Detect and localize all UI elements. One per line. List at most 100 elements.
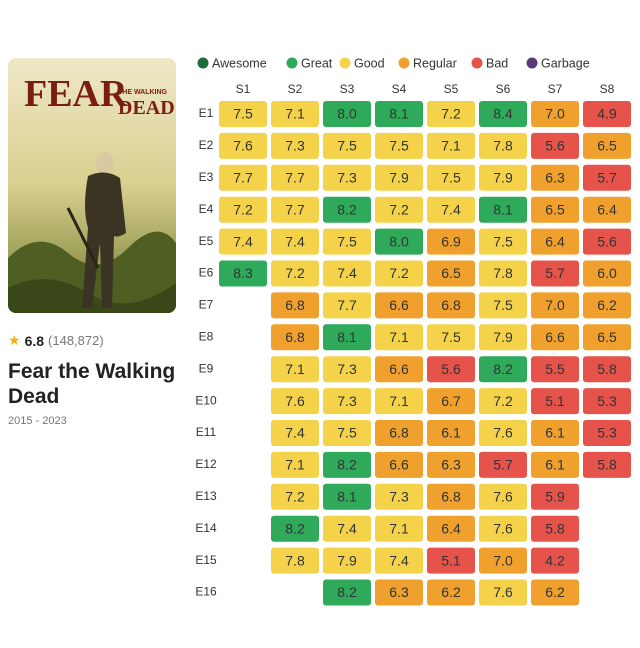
rating-cell xyxy=(375,132,423,159)
rating-value: 6.0 xyxy=(597,265,617,281)
rating-value: 6.6 xyxy=(389,297,409,313)
rating-cell xyxy=(583,420,631,446)
rating-value: 8.2 xyxy=(285,520,305,536)
rating-cell xyxy=(375,451,423,478)
rating-cell xyxy=(271,451,319,478)
rating-value: 7.3 xyxy=(337,361,357,377)
rating-value: 4.9 xyxy=(597,106,617,122)
legend-label: Garbage xyxy=(541,56,590,70)
rating-cell xyxy=(375,292,423,319)
rating-value: 6.4 xyxy=(597,201,617,217)
rating-value: 7.6 xyxy=(493,584,513,600)
rating-cell xyxy=(323,324,371,351)
rating-cell xyxy=(479,164,527,191)
rating-value: 7.5 xyxy=(441,170,461,186)
rating-cell xyxy=(479,228,527,255)
rating-value: 6.1 xyxy=(441,425,461,441)
rating-value: 7.9 xyxy=(389,170,409,186)
legend-swatch xyxy=(471,57,483,69)
rating-value: 6.6 xyxy=(545,329,565,345)
rating-value: 7.0 xyxy=(493,552,513,568)
rating-cell xyxy=(271,292,319,319)
rating-cell xyxy=(323,547,371,574)
rating-value: 8.0 xyxy=(389,233,409,249)
rating-cell xyxy=(531,515,579,542)
rating-value: 5.7 xyxy=(545,265,565,281)
rating-value: 7.3 xyxy=(337,393,357,409)
rating-value: 5.1 xyxy=(545,393,565,409)
rating-cell xyxy=(531,292,579,319)
rating-cell xyxy=(479,132,527,159)
rating-value: 8.2 xyxy=(337,457,357,473)
rating-cell xyxy=(271,388,319,415)
rating-cell xyxy=(323,101,371,127)
legend-swatch xyxy=(197,57,209,69)
rating-value: 6.2 xyxy=(597,297,617,313)
episode-label: E16 xyxy=(195,585,217,599)
rating-value: 7.9 xyxy=(337,552,357,568)
rating-cell xyxy=(271,101,319,127)
rating-cell xyxy=(479,515,527,542)
rating-cell xyxy=(323,132,371,159)
rating: 6.8 xyxy=(24,332,45,349)
rating-value: 8.1 xyxy=(337,489,357,505)
rating-value: 6.8 xyxy=(285,329,305,345)
rating-value: 5.6 xyxy=(545,138,565,154)
season-label: S4 xyxy=(392,82,407,96)
legend-label: Regular xyxy=(413,56,457,70)
show-info: ★ 6.8 (148,872) Fear the Walking Dead 20… xyxy=(8,332,188,427)
rating-cell xyxy=(323,388,371,415)
rating-cell xyxy=(479,196,527,223)
rating-value: 7.3 xyxy=(389,489,409,505)
rating-cell xyxy=(427,228,475,255)
rating-value: 7.9 xyxy=(493,329,513,345)
rating-cell xyxy=(427,579,475,606)
rating-value: 7.3 xyxy=(285,138,305,154)
rating-cell xyxy=(531,483,579,510)
rating-cell xyxy=(531,228,579,255)
rating-value: 8.4 xyxy=(493,106,513,122)
rating-cell xyxy=(479,483,527,510)
rating-value: 7.6 xyxy=(233,138,253,154)
rating-cell xyxy=(323,228,371,255)
rating-cell xyxy=(323,196,371,223)
episode-label: E2 xyxy=(199,138,214,152)
rating-cell xyxy=(375,196,423,223)
rating-cell xyxy=(323,260,371,287)
rating-cell xyxy=(375,579,423,606)
rating-cell xyxy=(375,420,423,446)
rating-value: 6.8 xyxy=(441,297,461,313)
rating-cell xyxy=(479,547,527,574)
episode-label: E7 xyxy=(199,298,214,312)
episode-label: E6 xyxy=(199,266,214,280)
rating-cell xyxy=(583,388,631,415)
episode-label: E9 xyxy=(199,361,214,375)
rating-cell xyxy=(271,132,319,159)
season-label: S6 xyxy=(496,82,511,96)
rating-cell xyxy=(583,356,631,383)
rating-value: 7.2 xyxy=(389,201,409,217)
rating-cell xyxy=(427,451,475,478)
votes: (148,872) xyxy=(48,333,104,348)
rating-value: 7.2 xyxy=(233,201,253,217)
rating-cell xyxy=(427,324,475,351)
rating-value: 5.7 xyxy=(493,457,513,473)
poster-logo: FEAR xyxy=(24,73,128,115)
rating-value: 7.1 xyxy=(389,520,409,536)
rating-cell xyxy=(531,101,579,127)
rating-cell xyxy=(271,228,319,255)
episode-label: E8 xyxy=(199,329,214,343)
rating-value: 7.9 xyxy=(493,170,513,186)
rating-value: 7.1 xyxy=(285,457,305,473)
rating-cell xyxy=(583,260,631,287)
rating-cell xyxy=(427,292,475,319)
rating-value: 7.8 xyxy=(493,265,513,281)
rating-cell xyxy=(479,324,527,351)
rating-cell xyxy=(323,292,371,319)
rating-value: 6.8 xyxy=(285,297,305,313)
episode-label: E15 xyxy=(195,553,217,567)
rating-cell xyxy=(427,356,475,383)
rating-value: 4.2 xyxy=(545,552,565,568)
rating-cell xyxy=(583,451,631,478)
